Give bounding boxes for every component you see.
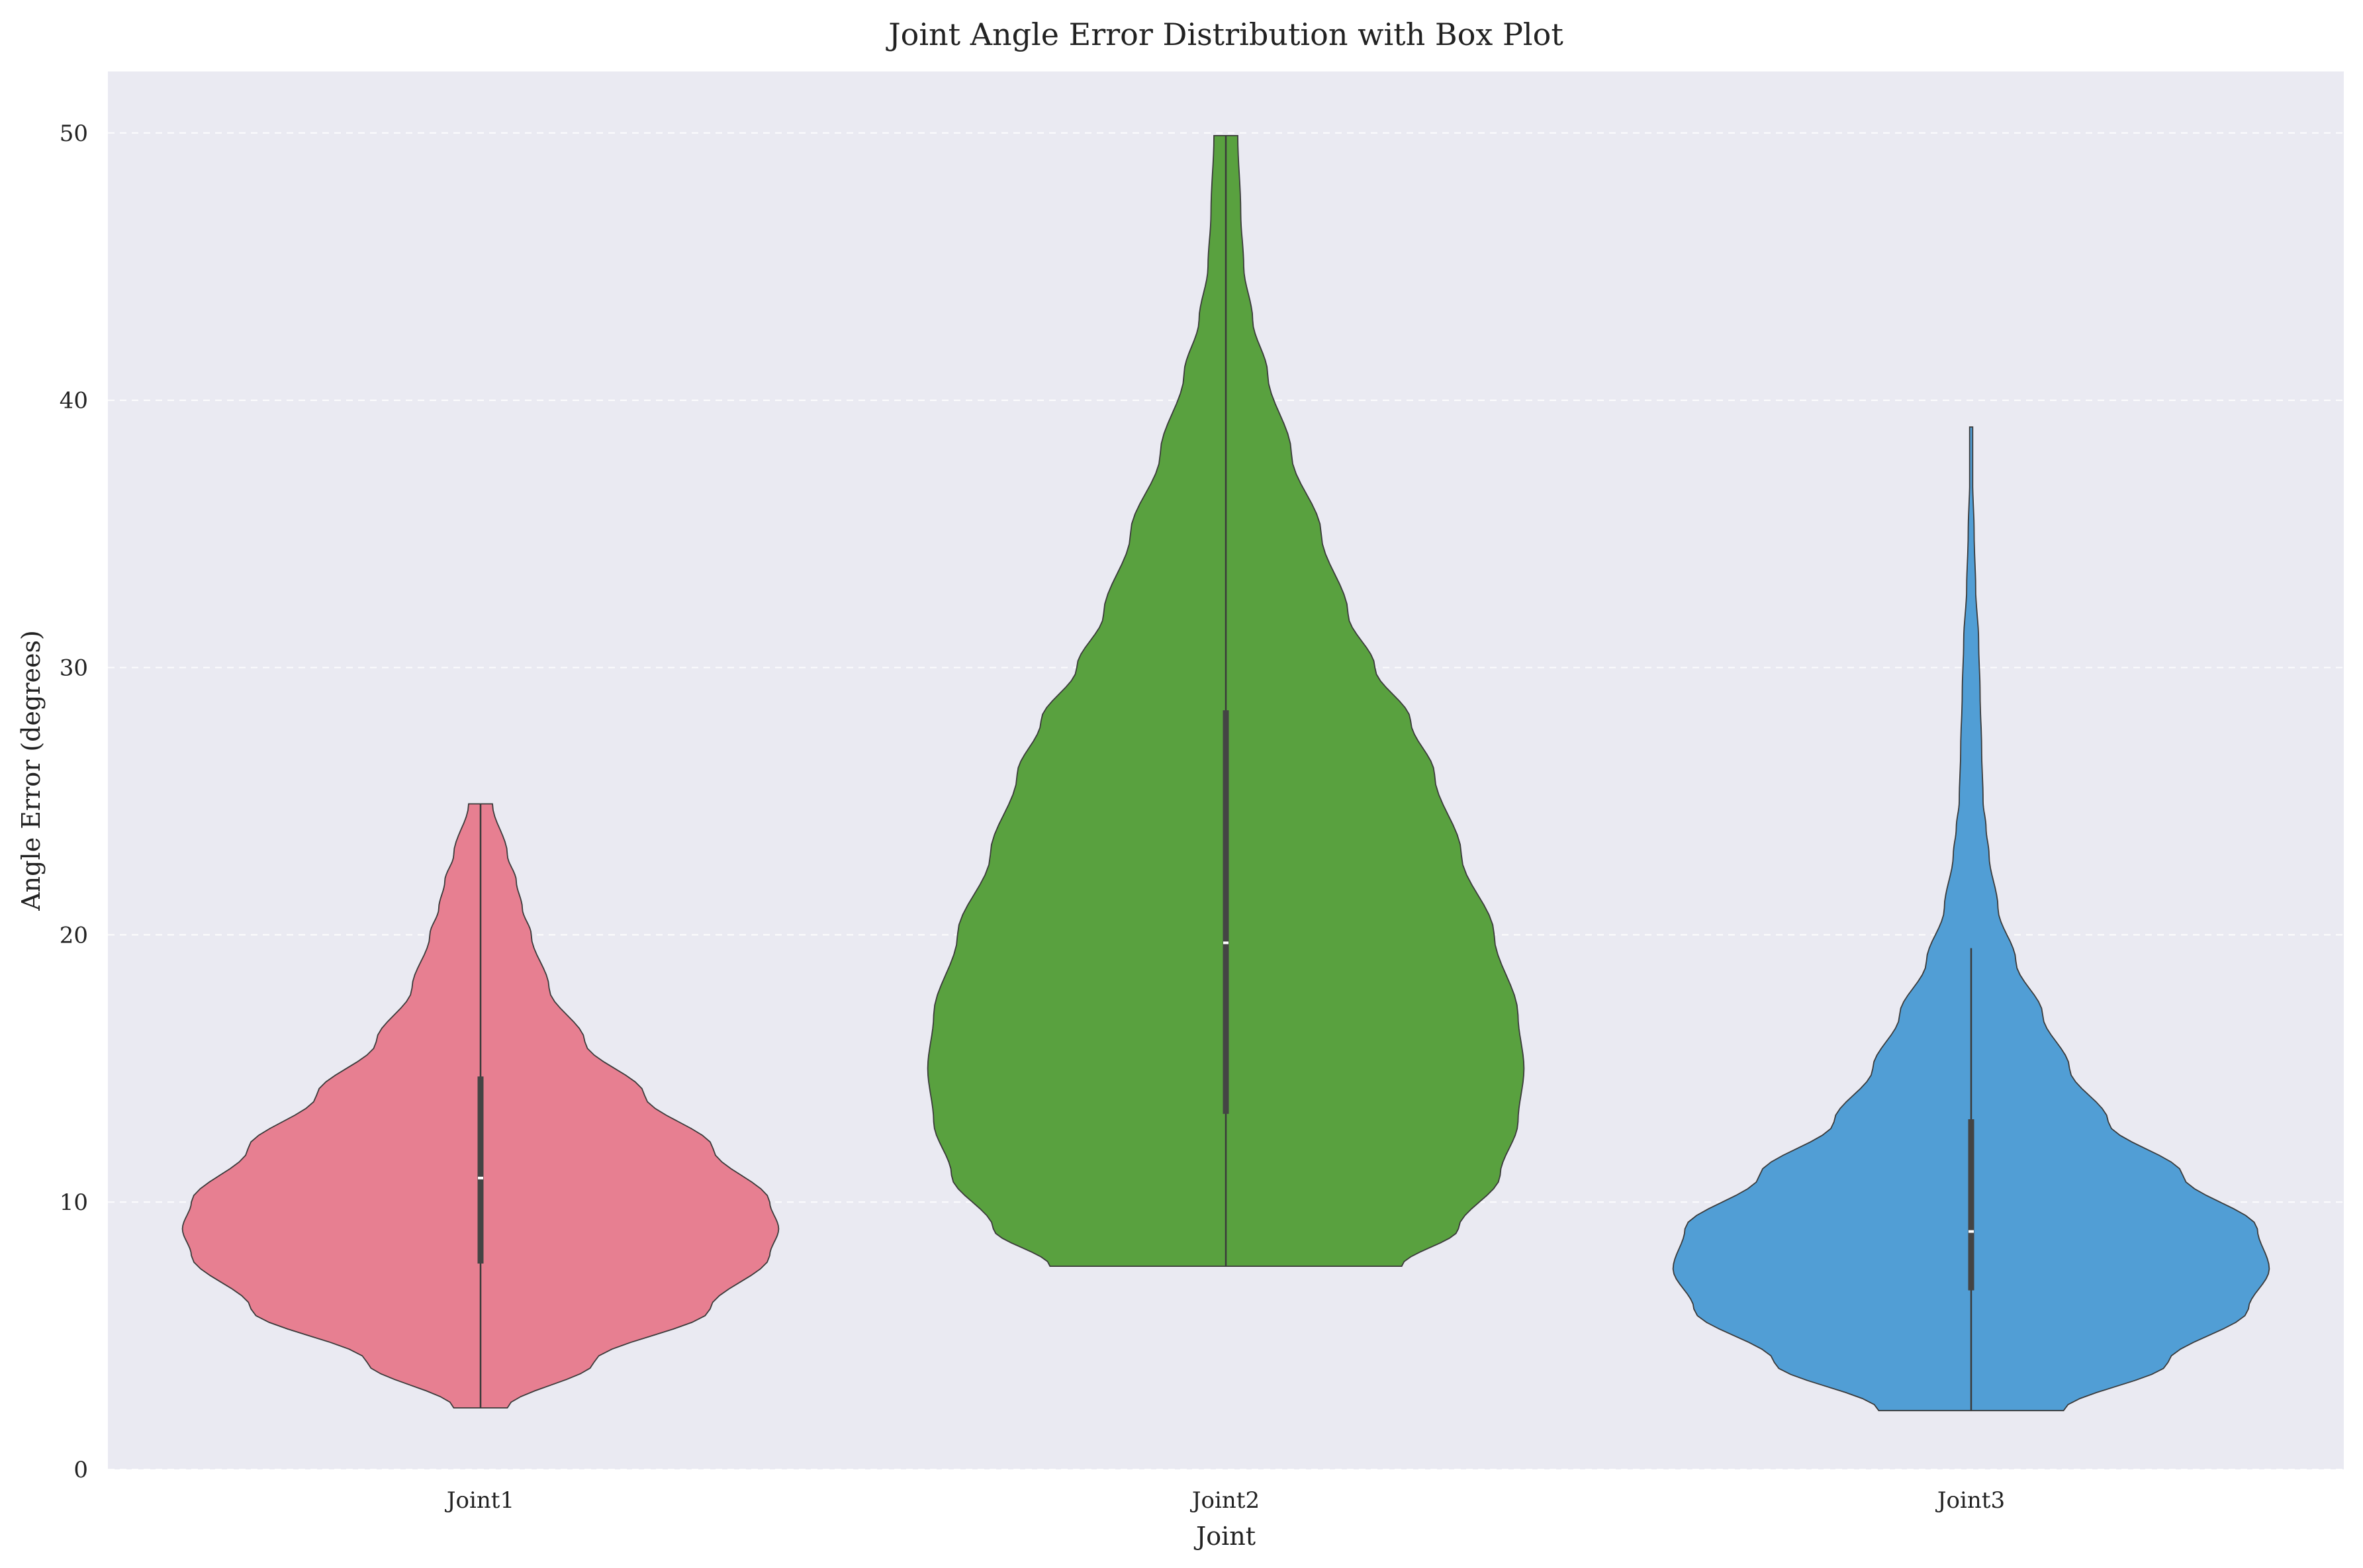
y-tick-label: 10 <box>60 1189 88 1216</box>
y-axis-title: Angle Error (degrees) <box>17 630 46 911</box>
x-tick-label: Joint3 <box>1935 1487 2005 1514</box>
x-axis-title: Joint <box>1193 1522 1256 1551</box>
y-tick-label: 20 <box>60 922 88 948</box>
x-tick-labels: Joint1 Joint2 Joint3 <box>445 1487 2005 1514</box>
y-tick-label: 40 <box>60 388 88 414</box>
median-marker-joint1 <box>478 1176 483 1179</box>
box-plots <box>477 135 1974 1411</box>
y-tick-labels: 0 10 20 30 40 50 <box>60 120 88 1483</box>
violin-joint3 <box>1672 426 2270 1412</box>
y-tick-label: 50 <box>60 120 88 147</box>
y-tick-label: 30 <box>60 655 88 682</box>
x-tick-label: Joint1 <box>445 1487 514 1514</box>
median-marker-joint2 <box>1223 941 1228 945</box>
y-tick-label: 0 <box>73 1457 88 1483</box>
median-marker-joint3 <box>1969 1230 1974 1233</box>
chart-title: Joint Angle Error Distribution with Box … <box>886 17 1563 52</box>
x-tick-label: Joint2 <box>1190 1487 1260 1514</box>
